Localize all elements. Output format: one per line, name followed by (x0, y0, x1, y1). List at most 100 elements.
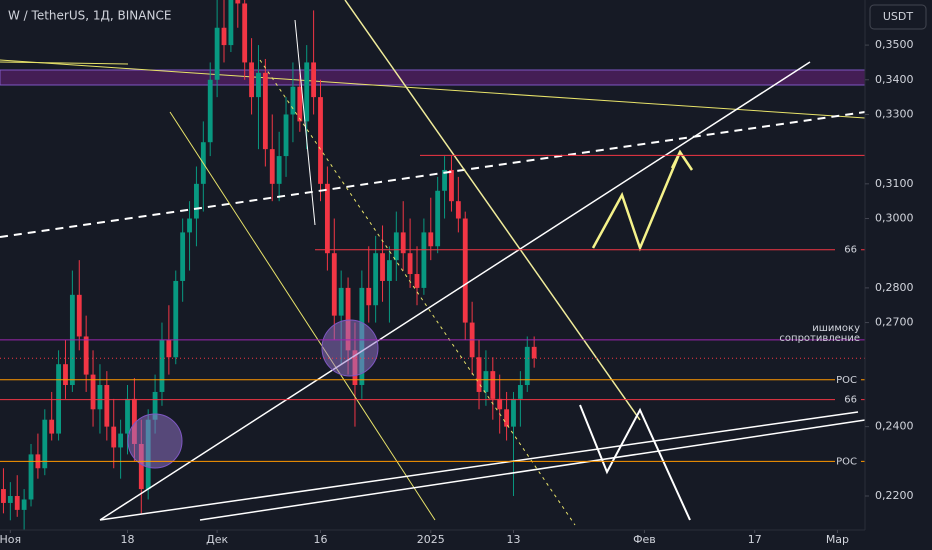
trend-line (99, 411, 859, 521)
trend-line (169, 111, 436, 521)
x-tick-label: Фев (633, 533, 656, 546)
candle-body (338, 287, 344, 316)
candle-body (28, 454, 34, 500)
candle-body (345, 287, 351, 351)
candle-body (476, 357, 482, 392)
y-tick-label: 0,2800 (875, 281, 914, 294)
projection-arrow (591, 149, 694, 252)
candle-body (249, 62, 254, 98)
candle-body (152, 391, 158, 420)
currency-label[interactable]: USDT (883, 10, 914, 23)
note-bg (835, 454, 861, 469)
candle-body (304, 62, 310, 122)
note-bg (835, 392, 861, 407)
candle-body (56, 364, 61, 434)
candle-body (138, 443, 144, 490)
candle-body (214, 27, 220, 80)
candle-body (517, 385, 523, 399)
zone (0, 69, 866, 86)
candle-body (387, 260, 392, 281)
level-note: ишимоку (812, 323, 860, 334)
trend-line (0, 59, 866, 119)
dashed-trend (0, 111, 866, 238)
y-tick-label: 0,3500 (875, 38, 914, 51)
candle-body (373, 253, 379, 306)
y-tick-label: 0,2200 (875, 489, 914, 502)
candle-body (104, 385, 110, 427)
candle-body (380, 253, 385, 281)
candle-body (262, 72, 268, 150)
x-tick-label: 17 (748, 533, 762, 546)
candle-body (504, 409, 510, 427)
candle-body (400, 232, 406, 254)
candle-body (407, 253, 413, 275)
axes: 0,3500 0,3400 0,3300 0,3100 0,3000 0,2800 0,27… (0, 38, 914, 546)
candle-body (76, 294, 82, 337)
candle-body (497, 398, 503, 410)
candle-body (366, 287, 372, 306)
candle-body (283, 114, 289, 157)
trend-line (344, 0, 641, 421)
candle-body (483, 371, 489, 392)
level-note: 66 (844, 245, 857, 256)
candle-body (290, 86, 296, 115)
projection-path (579, 404, 691, 521)
candle-body (90, 374, 96, 410)
candle-body (269, 149, 275, 184)
candle-body (166, 339, 172, 358)
candle-body (435, 190, 441, 247)
level-note: POC (836, 456, 857, 467)
candle-body (187, 218, 192, 233)
price-axis (865, 0, 932, 550)
trend-line (199, 419, 866, 521)
candle-body (159, 339, 165, 392)
candle-body (173, 280, 179, 358)
y-tick-label: 0,3100 (875, 177, 914, 190)
candle-body (14, 496, 20, 510)
trend-line (0, 61, 129, 65)
candle-body (462, 218, 468, 323)
candle-body (194, 183, 199, 219)
y-tick-label: 0,3400 (875, 73, 914, 86)
level-note: POC (836, 375, 857, 386)
candle-body (1, 489, 6, 503)
candle-body (180, 232, 186, 281)
level-note: сопротивление (779, 333, 860, 344)
currency-button[interactable] (869, 4, 927, 30)
candle-body (125, 398, 130, 434)
highlight-circle (127, 413, 183, 469)
candle-body (324, 183, 330, 254)
x-tick-label: 2025 (417, 533, 445, 546)
candle-body (131, 398, 137, 444)
x-tick-label: Ноя (0, 533, 21, 546)
y-tick-label: 0,2700 (875, 316, 914, 329)
candle-body (228, 0, 234, 46)
x-tick-label: Дек (206, 533, 228, 546)
candle-body (276, 156, 282, 184)
candle-body (455, 201, 461, 219)
y-tick-label: 0,2400 (875, 420, 914, 433)
candle-body (63, 364, 68, 386)
candle-body (428, 232, 434, 247)
candle-body (414, 274, 420, 288)
candle-body (449, 169, 454, 202)
drawings (0, 0, 866, 526)
candle-body (490, 371, 496, 399)
x-tick-label: Мар (826, 533, 849, 546)
candle-body (511, 398, 516, 427)
candle-body (49, 419, 55, 434)
candle-body (207, 79, 213, 143)
candle-body (83, 336, 89, 375)
candle-body (7, 496, 13, 503)
candle-body (318, 97, 323, 184)
y-tick-label: 0,3300 (875, 107, 914, 120)
candle-body (442, 169, 447, 191)
x-tick-label: 18 (121, 533, 135, 546)
trend-line (294, 19, 316, 226)
candle-body (118, 433, 124, 448)
candle-body (235, 0, 241, 4)
candle-body (331, 253, 337, 316)
candle-body (393, 232, 399, 261)
